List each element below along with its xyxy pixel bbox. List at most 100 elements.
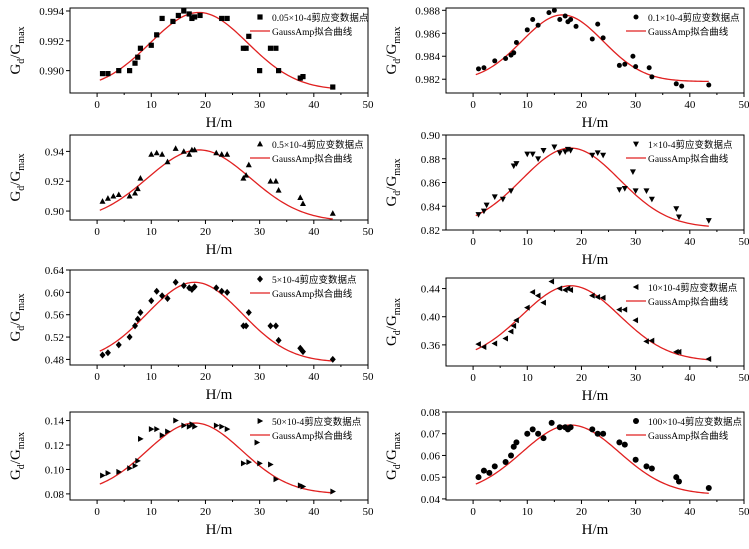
data-point	[276, 337, 282, 344]
legend-points-label: 1×10-4剪应变数据点	[648, 139, 733, 151]
data-point	[551, 144, 557, 150]
data-point	[589, 293, 595, 299]
x-tick-label: 20	[576, 236, 588, 248]
data-point	[643, 463, 649, 469]
data-point	[268, 462, 274, 468]
data-point	[492, 58, 497, 63]
x-axis-label: H/m	[206, 387, 233, 403]
x-tick-label: 50	[363, 226, 375, 238]
data-point	[514, 40, 519, 45]
data-point	[622, 62, 627, 67]
data-point	[149, 426, 155, 432]
data-point	[524, 431, 530, 437]
x-tick-label: 30	[254, 506, 266, 518]
legend-marker	[257, 141, 263, 147]
y-axis-label: Gd/Gmax	[8, 26, 27, 74]
legend-curve-label: GaussAmp拟合曲线	[272, 153, 353, 165]
legend-curve-label: GaussAmp拟合曲线	[272, 430, 353, 442]
legend-curve-label: GaussAmp拟合曲线	[648, 153, 729, 165]
fit-curve	[476, 15, 709, 82]
data-point	[676, 215, 682, 221]
data-point	[475, 341, 481, 347]
data-point	[276, 187, 282, 193]
data-point	[273, 178, 279, 184]
data-point	[647, 65, 652, 70]
y-axis-label: Gd/Gmax	[384, 298, 403, 346]
data-point	[524, 305, 530, 311]
y-axis-label: Gd/Gmax	[8, 293, 27, 341]
data-point	[557, 286, 563, 292]
data-point	[268, 46, 273, 51]
x-tick-label: 30	[630, 99, 642, 111]
data-point	[132, 61, 137, 66]
data-point	[105, 349, 111, 356]
data-point	[149, 43, 154, 48]
data-point	[568, 424, 574, 430]
data-point	[589, 426, 595, 432]
x-tick-label: 40	[308, 506, 320, 518]
data-point	[116, 191, 122, 197]
data-point	[100, 473, 106, 479]
data-point	[224, 289, 230, 296]
data-point	[243, 46, 248, 51]
data-point	[706, 82, 711, 87]
data-point	[508, 329, 514, 335]
data-point	[595, 150, 601, 156]
data-point	[159, 292, 165, 299]
legend-points-label: 10×10-4剪应变数据点	[648, 282, 738, 294]
data-point	[100, 71, 105, 76]
data-point	[330, 356, 336, 363]
data-point	[643, 188, 649, 194]
x-tick-label: 40	[308, 99, 320, 111]
data-point	[100, 198, 106, 204]
data-point	[116, 341, 122, 348]
data-point	[536, 23, 541, 28]
data-point	[492, 340, 498, 346]
x-tick-label: 40	[684, 236, 696, 248]
data-point	[181, 148, 187, 154]
x-axis-label: H/m	[582, 115, 609, 131]
data-point	[246, 162, 252, 168]
x-tick-label: 40	[308, 371, 320, 383]
data-point	[300, 200, 306, 206]
x-tick-label: 30	[254, 226, 266, 238]
data-point	[297, 194, 303, 200]
data-point	[595, 22, 600, 27]
y-tick-label: 0.992	[39, 36, 64, 48]
data-point	[187, 11, 192, 16]
data-point	[600, 153, 606, 159]
data-point	[138, 46, 143, 51]
y-tick-label: 0.82	[421, 225, 440, 237]
data-point	[649, 197, 655, 203]
legend-curve-label: GaussAmp拟合曲线	[648, 296, 729, 308]
data-point	[600, 431, 606, 437]
legend-marker	[257, 276, 263, 283]
data-point	[224, 151, 230, 157]
data-point	[110, 193, 116, 199]
y-tick-label: 0.10	[45, 464, 65, 476]
y-tick-label: 0.07	[421, 429, 441, 441]
data-point	[476, 66, 481, 71]
y-tick-label: 0.40	[421, 312, 441, 324]
data-point	[106, 470, 112, 476]
data-point	[192, 424, 198, 430]
legend-curve-label: GaussAmp拟合曲线	[648, 430, 729, 442]
legend-points-label: 5×10-4剪应变数据点	[272, 274, 357, 286]
data-point	[219, 288, 225, 295]
y-tick-label: 0.94	[45, 146, 65, 158]
data-point	[135, 55, 140, 60]
x-tick-label: 50	[739, 236, 749, 248]
y-axis-label: Gd/Gmax	[8, 153, 27, 201]
y-tick-label: 0.986	[415, 28, 440, 40]
x-tick-label: 0	[94, 371, 100, 383]
data-point	[138, 436, 144, 442]
data-point	[590, 37, 595, 42]
legend-points-label: 0.1×10-4剪应变数据点	[648, 12, 740, 24]
y-tick-label: 0.04	[421, 494, 441, 506]
y-axis-label: Gd/Gmax	[384, 26, 403, 74]
